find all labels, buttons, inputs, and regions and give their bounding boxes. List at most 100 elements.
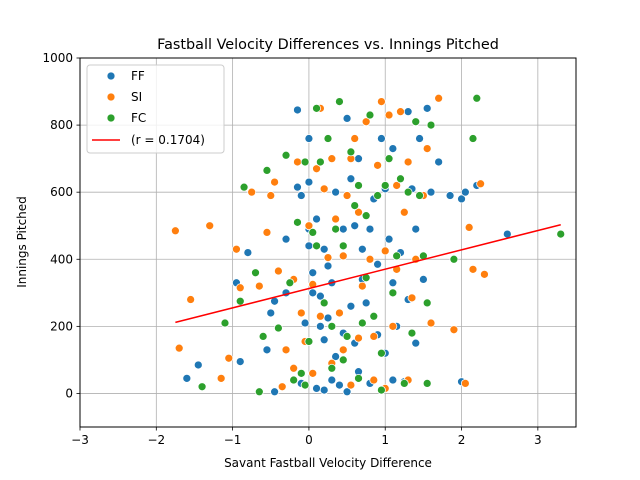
- data-point: [377, 385, 386, 395]
- y-tick-label: 400: [50, 252, 73, 266]
- data-point: [335, 380, 344, 390]
- data-point: [377, 97, 386, 106]
- data-point: [293, 157, 302, 167]
- data-point: [480, 269, 489, 279]
- data-point: [254, 387, 264, 397]
- data-point: [354, 333, 363, 343]
- data-point: [335, 97, 344, 106]
- data-point: [171, 226, 180, 236]
- data-point: [331, 224, 341, 234]
- x-axis-ticks: −3 −2 −1 0 1 2 3: [71, 427, 542, 447]
- y-axis-ticks: 0 200 400 600 800 1000: [42, 51, 80, 400]
- x-tick-label: −3: [71, 433, 89, 447]
- data-point: [251, 268, 260, 278]
- data-point: [384, 154, 394, 164]
- data-point: [422, 298, 432, 308]
- data-point: [289, 375, 299, 385]
- x-tick-label: −1: [224, 433, 242, 447]
- data-point: [235, 283, 245, 293]
- data-point: [262, 228, 272, 237]
- data-point: [373, 160, 382, 170]
- data-point: [384, 110, 394, 120]
- data-point: [300, 157, 310, 167]
- data-point: [365, 254, 375, 264]
- data-point: [388, 144, 398, 153]
- data-point: [205, 221, 215, 231]
- data-point: [274, 266, 283, 276]
- x-tick-label: −2: [147, 433, 165, 447]
- data-point: [388, 278, 398, 288]
- x-tick-label: 3: [534, 433, 542, 447]
- data-point: [300, 318, 310, 328]
- data-point: [312, 214, 321, 224]
- data-point: [380, 181, 390, 190]
- data-point: [377, 348, 386, 358]
- data-point: [338, 355, 348, 365]
- x-tick-label: 0: [305, 433, 313, 447]
- legend-label: (r = 0.1704): [131, 133, 205, 147]
- data-point: [411, 224, 421, 234]
- data-point: [346, 301, 356, 311]
- data-point: [373, 259, 382, 269]
- y-tick-label: 0: [65, 386, 73, 400]
- data-point: [357, 318, 367, 328]
- data-point: [556, 229, 566, 239]
- data-point: [338, 251, 348, 261]
- data-point: [365, 110, 375, 120]
- data-point: [262, 166, 272, 175]
- data-point: [411, 117, 421, 127]
- data-point: [315, 311, 325, 321]
- data-point: [468, 264, 478, 274]
- data-point: [296, 368, 306, 378]
- data-point: [338, 345, 348, 355]
- data-point: [235, 296, 245, 306]
- y-tick-label: 600: [50, 185, 73, 199]
- data-point: [346, 380, 356, 390]
- y-tick-label: 1000: [42, 51, 73, 65]
- series-si: [171, 93, 489, 393]
- data-point: [361, 298, 371, 308]
- data-point: [460, 379, 470, 388]
- data-point: [426, 318, 436, 328]
- data-point: [338, 224, 348, 234]
- y-tick-label: 800: [50, 118, 73, 132]
- legend-box: [86, 64, 225, 154]
- data-point: [186, 295, 196, 304]
- data-point: [342, 191, 352, 200]
- data-point: [403, 107, 413, 117]
- data-point: [285, 278, 295, 288]
- data-point: [312, 103, 321, 113]
- legend-label: FC: [131, 111, 146, 125]
- trend-line: [175, 223, 561, 324]
- data-point: [380, 246, 390, 256]
- legend: FF SI FC (r = 0.1704): [86, 64, 225, 154]
- data-point: [335, 308, 344, 318]
- x-tick-label: 2: [458, 433, 466, 447]
- data-point: [396, 174, 405, 184]
- data-point: [426, 187, 436, 197]
- data-point: [274, 323, 283, 333]
- data-point: [270, 177, 279, 187]
- data-point: [293, 217, 302, 227]
- x-tick-label: 1: [381, 433, 389, 447]
- data-point: [422, 144, 432, 153]
- data-point: [293, 182, 302, 192]
- data-point: [403, 157, 413, 167]
- data-point: [354, 181, 363, 190]
- data-point: [346, 174, 356, 184]
- data-point: [312, 164, 321, 174]
- data-point: [312, 384, 321, 393]
- data-point: [361, 211, 371, 221]
- data-point: [300, 380, 310, 390]
- data-point: [296, 191, 306, 200]
- data-point: [289, 363, 299, 373]
- data-points: [171, 93, 566, 397]
- data-point: [312, 241, 321, 251]
- data-point: [243, 248, 253, 257]
- data-point: [388, 288, 398, 298]
- data-point: [323, 134, 333, 143]
- data-point: [247, 187, 257, 197]
- data-point: [457, 194, 466, 204]
- data-point: [411, 338, 421, 348]
- data-point: [377, 134, 386, 143]
